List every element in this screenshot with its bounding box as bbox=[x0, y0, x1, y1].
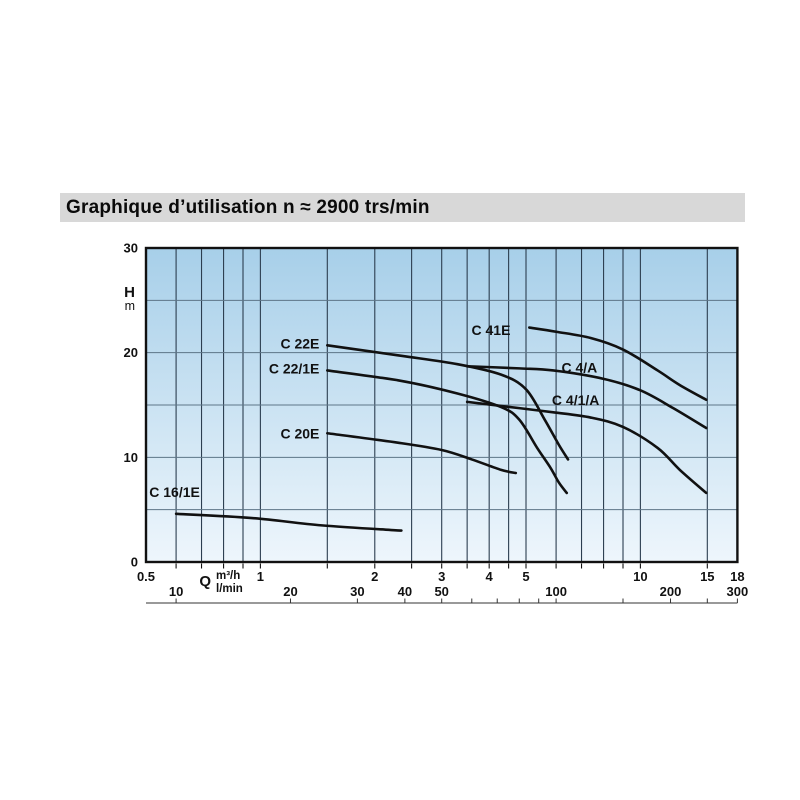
svg-text:300: 300 bbox=[727, 584, 749, 599]
curve-label: C 4/1/A bbox=[552, 392, 599, 408]
svg-text:3: 3 bbox=[438, 569, 445, 584]
svg-text:30: 30 bbox=[124, 241, 138, 256]
svg-text:2: 2 bbox=[371, 569, 378, 584]
curve-C 16/1E bbox=[174, 512, 403, 532]
unit-bottom-label: l/min bbox=[216, 583, 243, 595]
svg-text:50: 50 bbox=[434, 584, 448, 599]
plot-border bbox=[144, 246, 739, 564]
lmin-ruler bbox=[146, 598, 738, 604]
svg-text:20: 20 bbox=[124, 345, 138, 360]
curve-C 22E bbox=[326, 344, 570, 461]
q-label: Q bbox=[199, 573, 211, 590]
svg-text:200: 200 bbox=[660, 584, 682, 599]
curves-layer: C 16/1E C 20E C 22/1E C 22E C 41E C 4/A C 4/1/… bbox=[149, 322, 708, 532]
curve-label: C 41E bbox=[472, 322, 511, 338]
svg-text:18: 18 bbox=[730, 569, 744, 584]
curve-label: C 20E bbox=[280, 425, 319, 441]
curve-label: C 22/1E bbox=[269, 361, 320, 377]
svg-text:0.5: 0.5 bbox=[137, 569, 155, 584]
x-axis-minor-ticks bbox=[175, 563, 708, 569]
svg-text:10: 10 bbox=[124, 450, 138, 465]
y-axis-unit: m bbox=[125, 299, 135, 313]
svg-text:4: 4 bbox=[486, 569, 494, 584]
svg-text:30: 30 bbox=[350, 584, 364, 599]
svg-text:40: 40 bbox=[398, 584, 412, 599]
svg-text:5: 5 bbox=[522, 569, 529, 584]
chart-title-bar: Graphique d’utilisation n ≈ 2900 trs/min bbox=[60, 193, 745, 222]
unit-top-label: m³/h bbox=[216, 570, 240, 582]
curve-C 20E bbox=[326, 431, 518, 475]
svg-text:0: 0 bbox=[131, 555, 138, 570]
svg-text:1: 1 bbox=[257, 569, 264, 584]
svg-text:10: 10 bbox=[633, 569, 647, 584]
svg-text:100: 100 bbox=[545, 584, 567, 599]
x-axis: 0.5 1 2 3 4 5 10 15 18 10 20 30 40 50 100 200 300 bbox=[137, 569, 748, 599]
svg-text:10: 10 bbox=[169, 584, 183, 599]
y-axis-label: H bbox=[124, 284, 135, 301]
curve-C 22/1E bbox=[326, 369, 569, 495]
svg-text:20: 20 bbox=[283, 584, 297, 599]
chart-title: Graphique d’utilisation n ≈ 2900 trs/min bbox=[66, 196, 430, 218]
curve-C 4/A bbox=[465, 364, 708, 430]
y-axis: 0 10 20 30 Hm bbox=[124, 241, 138, 570]
curve-label: C 22E bbox=[280, 335, 319, 351]
svg-text:15: 15 bbox=[700, 569, 714, 584]
pump-performance-chart: C 16/1E C 20E C 22/1E C 22E C 41E C 4/A C 4/1/… bbox=[124, 241, 748, 604]
curve-C 4/1/A bbox=[465, 400, 708, 495]
curve-C 41E bbox=[527, 326, 708, 402]
curve-label: C 4/A bbox=[561, 360, 597, 376]
curve-label: C 16/1E bbox=[149, 484, 200, 500]
